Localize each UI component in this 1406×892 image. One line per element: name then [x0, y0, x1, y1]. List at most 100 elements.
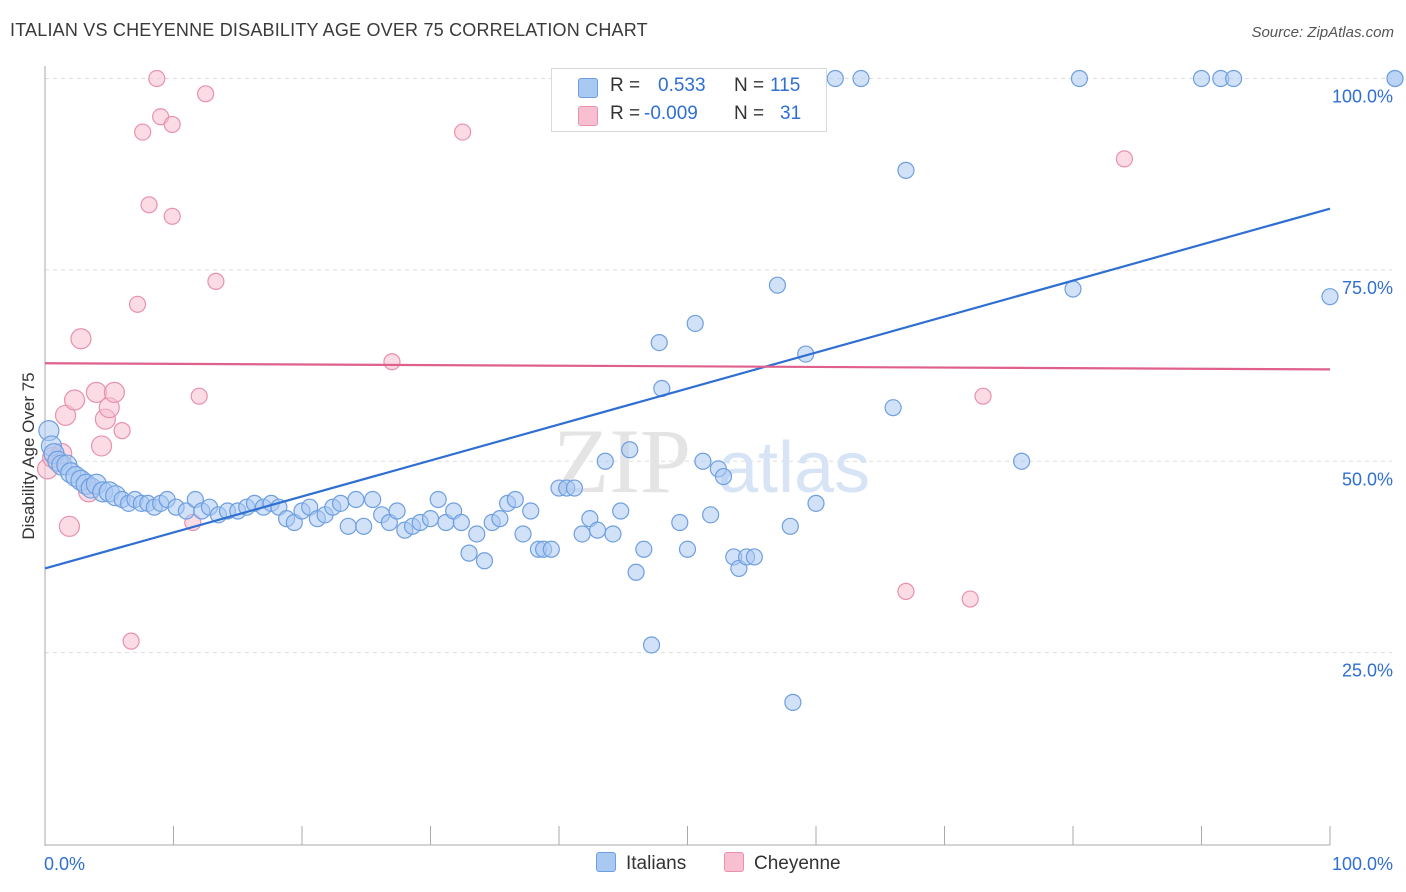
cheyenne-swatch [578, 106, 598, 126]
cheyenne-point-31 [1115, 150, 1134, 168]
italians-point-106 [1012, 452, 1031, 470]
italians-point-63 [491, 510, 509, 528]
italians-point-43 [331, 494, 350, 512]
cheyenne-point-16 [134, 123, 152, 141]
italians-point-55 [429, 490, 447, 509]
italians-point-84 [650, 333, 668, 352]
cheyenne-point-24 [197, 85, 215, 103]
italians-point-90 [702, 506, 720, 524]
italians-point-87 [678, 540, 697, 558]
x-tick-label-1: 100.0% [1332, 854, 1393, 874]
italians-swatch [578, 78, 598, 98]
trend-lines [44, 207, 1331, 570]
italians-point-58 [452, 513, 470, 532]
cheyenne-n-value: 31 [780, 103, 802, 124]
y-tick-label-1: 50.0% [1342, 469, 1393, 489]
italians-point-80 [621, 441, 639, 459]
y-axis-label: Disability Age Over 75 [19, 372, 38, 539]
trend-line-italians [44, 207, 1331, 570]
italians-point-86 [671, 513, 689, 532]
italians-point-112 [1321, 288, 1339, 306]
y-tick-label-0: 25.0% [1342, 661, 1393, 681]
italians-point-108 [1070, 69, 1089, 88]
italians-point-107 [1064, 280, 1082, 298]
italians-point-99 [784, 693, 802, 711]
italians-point-109 [1192, 69, 1211, 88]
legend-cheyenne-label: Cheyenne [754, 853, 841, 874]
italians-point-45 [347, 490, 365, 509]
cheyenne-point-17 [140, 196, 158, 214]
italians-point-103 [852, 69, 870, 88]
legend-cheyenne-swatch [724, 852, 744, 872]
y-tick-label-3: 100.0% [1332, 87, 1393, 107]
legend-italians[interactable]: Italians [596, 852, 686, 875]
italians-point-82 [635, 540, 653, 558]
cheyenne-point-9 [90, 435, 113, 457]
italians-point-96 [745, 548, 763, 566]
cheyenne-point-30 [974, 387, 992, 405]
trend-line-cheyenne [44, 362, 1331, 371]
italians-point-74 [573, 525, 591, 543]
stats-box: R = 0.533 N = 115 R = -0.009 N = 31 [551, 68, 827, 132]
cheyenne-r-label: R = [610, 103, 641, 124]
cheyenne-point-21 [163, 207, 181, 225]
italians-point-67 [522, 502, 540, 520]
cheyenne-n-label: N = [734, 103, 765, 124]
legend-italians-label: Italians [626, 853, 687, 874]
italians-point-65 [506, 490, 524, 509]
italians-point-79 [612, 502, 630, 520]
cheyenne-point-29 [961, 590, 979, 608]
italians-n-value: 115 [770, 75, 801, 96]
italians-point-66 [514, 525, 532, 543]
x-tick-label-0: 0.0% [44, 854, 85, 874]
cheyenne-point-26 [383, 353, 401, 371]
italians-point-54 [421, 510, 440, 528]
grid-lines [45, 78, 1392, 654]
italians-point-111 [1225, 69, 1243, 88]
italians-point-44 [339, 517, 357, 535]
cheyenne-point-15 [128, 295, 147, 313]
cheyenne-point-20 [163, 115, 181, 134]
cheyenne-point-28 [897, 582, 915, 600]
italians-r-value: 0.533 [658, 75, 706, 96]
italians-point-70 [542, 540, 560, 558]
cheyenne-point-14 [122, 632, 140, 650]
stats-row-italians: R = 0.533 N = 115 [552, 72, 826, 102]
italians-point-76 [588, 521, 607, 539]
italians-point-50 [388, 502, 406, 520]
italians-point-114 [1386, 69, 1404, 88]
italians-point-46 [355, 517, 373, 535]
watermark-zip: ZIP [553, 410, 691, 512]
cheyenne-point-5 [63, 389, 86, 411]
italians-point-97 [768, 276, 787, 294]
cheyenne-point-6 [70, 328, 92, 350]
italians-r-label: R = [610, 75, 641, 96]
italians-point-77 [596, 452, 614, 470]
stats-row-cheyenne: R = -0.009 N = 31 [552, 100, 826, 130]
italians-point-88 [686, 314, 704, 333]
italians-point-78 [604, 525, 622, 543]
italians-n-label: N = [734, 75, 765, 96]
cheyenne-point-18 [148, 69, 166, 88]
cheyenne-point-13 [113, 422, 131, 440]
italians-point-59 [460, 544, 478, 562]
cheyenne-r-value: -0.009 [644, 103, 698, 124]
legend-cheyenne[interactable]: Cheyenne [724, 852, 841, 875]
italians-point-98 [781, 517, 799, 535]
cheyenne-point-4 [58, 515, 81, 537]
italians-point-89 [694, 452, 712, 470]
source-label: Source: ZipAtlas.com [1251, 24, 1394, 41]
italians-point-101 [807, 494, 825, 512]
series-cheyenne [36, 69, 1134, 650]
x-tick-labels: 0.0% 100.0% [44, 854, 1393, 874]
italians-point-83 [642, 636, 661, 654]
italians-point-73 [565, 479, 584, 497]
italians-point-61 [475, 552, 494, 570]
legend-italians-swatch [596, 852, 616, 872]
italians-point-60 [468, 525, 486, 543]
watermark-atlas: atlas [718, 428, 870, 508]
cheyenne-point-23 [190, 387, 208, 405]
watermark: ZIP atlas [553, 410, 870, 512]
italians-point-81 [627, 563, 645, 581]
